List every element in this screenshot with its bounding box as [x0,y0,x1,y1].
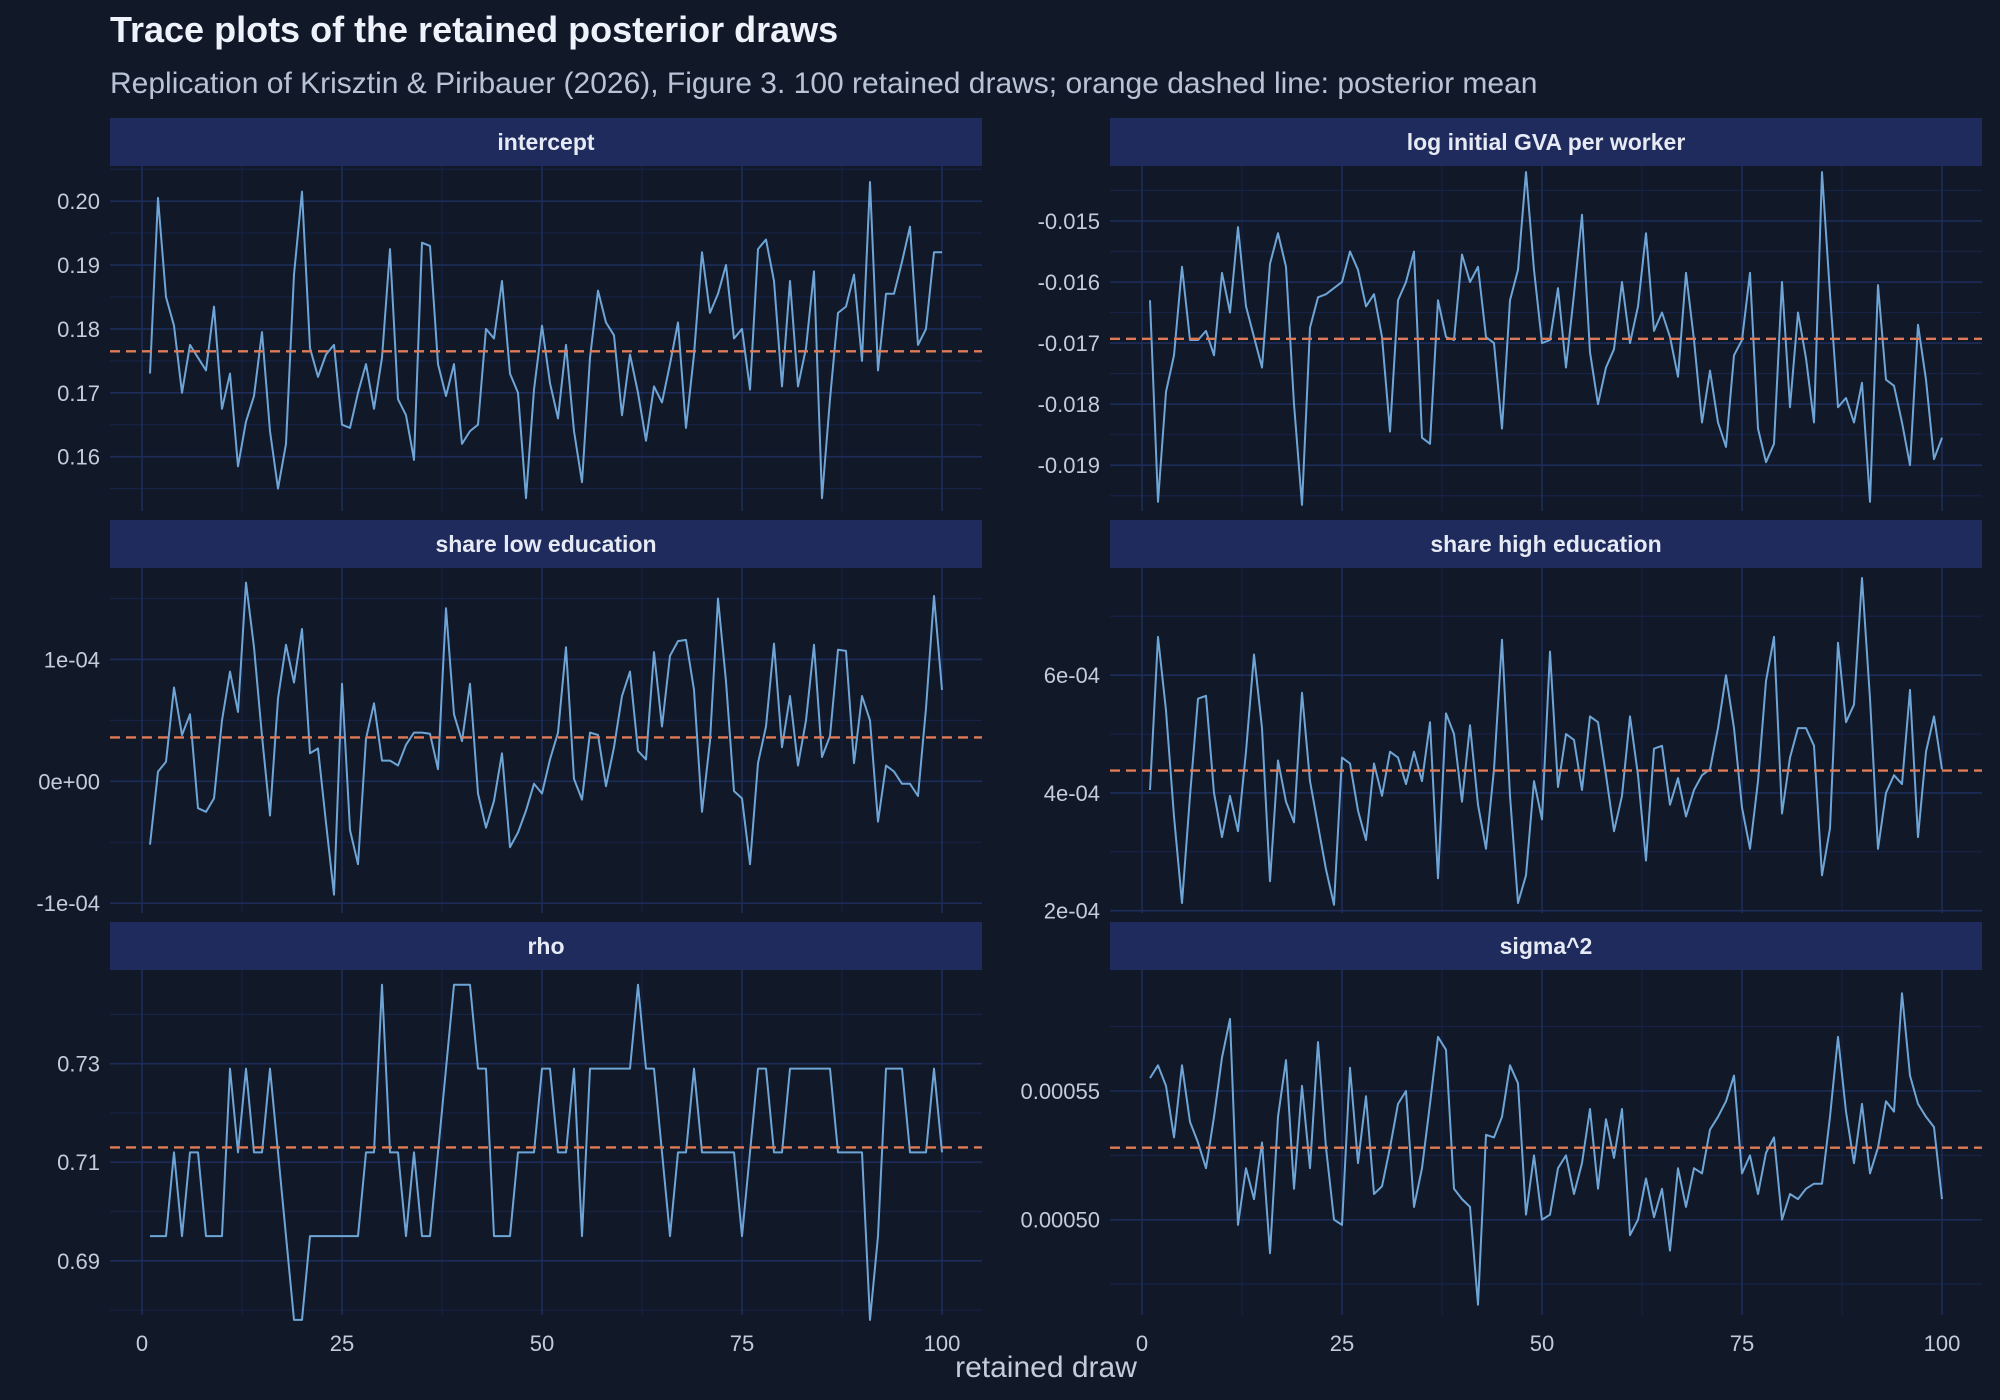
panel-strip [1110,118,1982,166]
panel-strip [1110,520,1982,568]
panel-share-high-education: share high education 2e-04 4e-04 6e-04 [1044,520,1982,924]
x-tick-label: 50 [530,1331,554,1356]
panel-strip [110,520,982,568]
x-tick-label: 0 [136,1331,148,1356]
x-axis-label: retained draw [955,1351,1137,1384]
y-tick-label: 6e-04 [1044,663,1100,688]
panel-log-initial-gva-per-worker: log initial GVA per worker -0.019 -0.018 -0… [1038,118,1982,511]
panel-strip-label: rho [527,933,564,959]
x-tick-label: 50 [1530,1331,1554,1356]
panel-intercept: intercept 0.16 0.17 0.18 0.19 0.20 [57,118,982,511]
x-tick-label: 25 [330,1331,354,1356]
panel-strip-label: intercept [497,129,594,155]
y-tick-label: -0.015 [1038,209,1100,234]
trace-line [1149,992,1943,1306]
panel-share-low-education: share low education -1e-04 0e+00 1e-04 [36,520,982,916]
y-tick-label: 0.00055 [1020,1079,1100,1104]
y-tick-label: 0.16 [57,445,100,470]
y-tick-label: -0.018 [1038,392,1100,417]
y-tick-label: 0.73 [57,1052,100,1077]
y-tick-label: -0.017 [1038,331,1100,356]
panel-strip-label: sigma^2 [1500,933,1593,959]
y-tick-label: 0.19 [57,253,100,278]
trace-line [150,983,943,1321]
panel-strip [110,118,982,166]
panel-strip-label: share low education [435,531,656,557]
y-tick-label: 0.18 [57,317,100,342]
panel-strip-label: share high education [1430,531,1661,557]
y-tick-label: 2e-04 [1044,899,1100,924]
panel-sigma-2: sigma^2 0.00050 0.00055 0 25 50 75 100 [1020,922,1982,1356]
y-tick-label: 0e+00 [38,769,100,794]
panel-strip [110,922,982,970]
panel-strip [1110,922,1982,970]
chart-title: Trace plots of the retained posterior dr… [110,9,838,50]
x-tick-label: 100 [924,1331,961,1356]
y-tick-label: 1e-04 [44,647,100,672]
y-tick-label: 0.69 [57,1249,100,1274]
trace-line [1149,577,1943,906]
trace-line [149,181,942,500]
x-tick-label: 25 [1330,1331,1354,1356]
chart-subtitle: Replication of Krisztin & Piribauer (202… [110,67,1537,100]
panel-strip-label: log initial GVA per worker [1407,129,1686,155]
x-tick-label: 100 [1924,1331,1961,1356]
y-tick-label: -1e-04 [36,891,100,916]
y-tick-label: -0.019 [1038,453,1100,478]
y-tick-label: -0.016 [1038,270,1100,295]
panel-rho: rho 0.69 0.71 0.73 0 25 50 75 100 [57,922,982,1356]
x-tick-label: 75 [730,1331,754,1356]
y-tick-label: 4e-04 [1044,781,1100,806]
y-tick-label: 0.20 [57,189,100,214]
trace-line [1149,171,1943,506]
y-tick-label: 0.17 [57,381,100,406]
trace-line [149,581,943,896]
facet-panels: intercept 0.16 0.17 0.18 0.19 0.20 log initial… [36,118,1982,1356]
y-tick-label: 0.00050 [1020,1208,1100,1233]
x-tick-label: 0 [1136,1331,1148,1356]
x-tick-label: 75 [1730,1331,1754,1356]
y-tick-label: 0.71 [57,1150,100,1175]
